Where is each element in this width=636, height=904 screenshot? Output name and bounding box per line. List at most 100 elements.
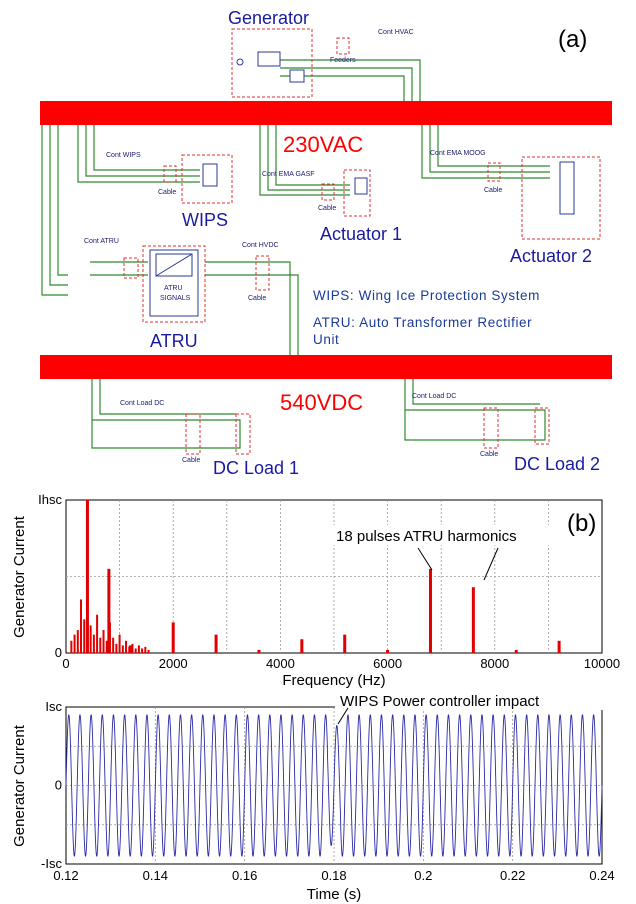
actuator1-cable-box [321, 183, 335, 201]
panel-b-label: (b) [567, 510, 596, 537]
spectrum-harmonic-bar [386, 649, 390, 653]
feeders-label: Feeders [330, 57, 356, 64]
spectrum-harmonic-bar [85, 500, 89, 653]
spectrum-x-tick-label: 6000 [373, 656, 402, 671]
spectrum-band-bar [73, 634, 76, 653]
cable-dc1-label: Cable [182, 457, 200, 464]
spectrum-band-bar [137, 645, 140, 653]
waveform-y-axis-label: Generator Current [11, 724, 28, 847]
spectrum-band-bar [80, 599, 83, 653]
inner-blocks [149, 51, 575, 317]
spectrum-band-bar [89, 625, 92, 653]
circuit-diagram: Cont HVAC Feeders Cont WIPS Cable Cont E… [40, 8, 612, 478]
small-labels: Cont HVAC Feeders Cont WIPS Cable Cont E… [84, 29, 502, 464]
cont-wips-label: Cont WIPS [106, 152, 141, 159]
dc2-cable-box [483, 407, 499, 449]
wips-box [181, 154, 233, 204]
cable-act1-label: Cable [318, 205, 336, 212]
cable-dc2-label: Cable [480, 451, 498, 458]
waveform-x-tick-label: 0.22 [500, 868, 525, 883]
waveform-y-tick-label: -Isc [41, 856, 62, 871]
spectrum-band-bar [96, 614, 99, 653]
atru-definition-line1: ATRU: Auto Transformer Rectifier [313, 315, 532, 330]
spectrum-x-tick-label: 0 [62, 656, 69, 671]
cont-atru-label: Cont ATRU [84, 238, 119, 245]
hvdc-cable-box [255, 255, 270, 291]
spectrum-band-bar [147, 649, 150, 653]
cable-act2-label: Cable [484, 187, 502, 194]
actuator2-cable-box [487, 162, 501, 182]
harmonics-arrow-1 [417, 547, 433, 571]
cont-ema-gasf-label: Cont EMA GASF [262, 171, 315, 178]
spectrum-harmonic-bar [471, 587, 475, 653]
dc1-load-box [235, 413, 251, 455]
spectrum-x-tick-label: 2000 [159, 656, 188, 671]
panel-b-label-bg [555, 507, 600, 537]
dc-load1-label: DC Load 1 [213, 458, 299, 478]
atru-block-label: ATRU [164, 285, 183, 292]
dc-bus-bar [40, 355, 612, 379]
actuator2-label: Actuator 2 [510, 246, 592, 266]
wips-definition: WIPS: Wing Ice Protection System [313, 288, 540, 303]
waveform-x-axis-label: Time (s) [307, 886, 361, 903]
waveform-y-tick-label: Isc [45, 699, 62, 714]
feeders-box [336, 37, 350, 55]
cont-hvdc-label: Cont HVDC [242, 242, 279, 249]
cont-hvac-label: Cont HVAC [378, 29, 414, 36]
spectrum-bars [70, 500, 561, 653]
spectrum-harmonic-bar [171, 622, 175, 653]
component-boxes [123, 28, 601, 455]
waveform-chart: 0.12 0.14 0.16 0.18 0.2 0.22 0.24 -Isc 0 Isc Tim… [11, 692, 615, 903]
generator-box [231, 28, 313, 98]
spectrum-band-bar [99, 637, 102, 653]
waveform-y-tick-label: 0 [55, 778, 62, 793]
signals-label: SIGNALS [160, 295, 191, 302]
spectrum-x-tick-label: 4000 [266, 656, 295, 671]
wips-cable-box [163, 165, 177, 183]
dc1-cable-box [185, 413, 201, 455]
spectrum-band-bar [92, 634, 95, 653]
wips-impact-arrow [337, 707, 349, 725]
spectrum-x-tick-label: 10000 [584, 656, 620, 671]
waveform-x-ticks: 0.12 0.14 0.16 0.18 0.2 0.22 0.24 [53, 868, 614, 883]
waveform-x-tick-label: 0.12 [53, 868, 78, 883]
spectrum-harmonic-bar [214, 634, 218, 653]
spectrum-harmonic-bar [428, 568, 432, 653]
harmonics-arrow-2 [483, 547, 499, 581]
spectrum-band-bar [121, 645, 124, 653]
spectrum-y-tick-label: 0 [55, 645, 62, 660]
spectrum-harmonic-bar [128, 645, 132, 653]
waveform-x-tick-label: 0.18 [321, 868, 346, 883]
waveform-x-tick-label: 0.16 [232, 868, 257, 883]
spectrum-band-bar [115, 643, 118, 653]
spectrum-harmonic-bar [557, 640, 561, 653]
spectrum-band-bar [112, 637, 115, 653]
spectrum-band-bar [76, 630, 79, 653]
ac-bus-label: 230VAC [283, 132, 363, 157]
waveform-x-tick-label: 0.24 [589, 868, 614, 883]
spectrum-harmonic-bar [257, 649, 261, 653]
waveform-line [65, 714, 603, 857]
cable-hvdc-label: Cable [248, 295, 266, 302]
generator-label: Generator [228, 8, 309, 28]
spectrum-band-bar [134, 648, 137, 653]
wips-annotation-bg [335, 692, 607, 710]
spectrum-x-ticks: 0 2000 4000 6000 8000 10000 [62, 656, 620, 671]
waveform-y-ticks: -Isc 0 Isc [41, 699, 62, 871]
spectrum-y-ticks: 0 Ihsc [38, 492, 62, 660]
panel-a-label: (a) [558, 26, 587, 53]
spectrum-band-bar [83, 619, 86, 653]
spectrum-harmonic-bar [107, 568, 111, 653]
spectrum-band-bar [70, 640, 73, 653]
wips-impact-annotation: WIPS Power controller impact [340, 693, 540, 710]
ac-bus-bar [40, 101, 612, 125]
cont-load-dc2-label: Cont Load DC [412, 393, 456, 400]
spectrum-harmonic-bar [514, 649, 518, 653]
spectrum-chart: 0 2000 4000 6000 8000 10000 0 Ihsc Frequency (… [11, 492, 620, 689]
spectrum-band-bar [105, 640, 108, 653]
actuator1-label: Actuator 1 [320, 224, 402, 244]
dc-bus-label: 540VDC [280, 390, 363, 415]
waveform-x-tick-label: 0.14 [143, 868, 168, 883]
spectrum-band-bar [141, 648, 144, 653]
